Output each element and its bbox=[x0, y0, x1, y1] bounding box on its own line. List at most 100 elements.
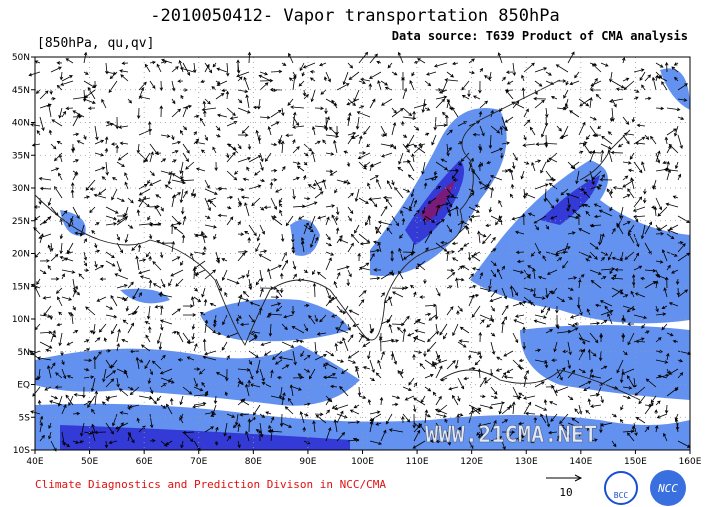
arrow bbox=[677, 116, 685, 120]
arrow bbox=[578, 121, 586, 136]
arrow bbox=[322, 179, 327, 190]
arrow bbox=[512, 434, 525, 442]
arrow bbox=[540, 413, 547, 424]
arrow bbox=[662, 160, 668, 165]
arrow bbox=[622, 305, 636, 311]
arrow bbox=[629, 152, 635, 160]
arrow bbox=[446, 250, 450, 262]
arrow bbox=[303, 323, 309, 332]
arrow bbox=[160, 206, 164, 212]
arrow bbox=[518, 366, 525, 371]
arrow bbox=[308, 368, 316, 380]
arrow bbox=[488, 206, 493, 213]
arrow bbox=[120, 74, 129, 82]
arrow bbox=[278, 197, 283, 204]
arrow bbox=[574, 408, 580, 415]
arrow bbox=[116, 215, 129, 223]
arrow bbox=[597, 125, 602, 130]
footer: Climate Diagnostics and Prediction Divis… bbox=[35, 478, 386, 491]
arrow bbox=[325, 134, 340, 138]
arrow bbox=[212, 62, 217, 68]
arrow bbox=[640, 224, 646, 240]
arrow bbox=[292, 161, 301, 165]
arrow bbox=[292, 111, 297, 127]
arrow bbox=[47, 197, 52, 207]
arrow bbox=[179, 161, 184, 175]
arrow bbox=[409, 284, 415, 289]
arrow bbox=[479, 233, 487, 238]
arrow bbox=[137, 244, 142, 253]
arrow bbox=[237, 440, 241, 449]
arrow bbox=[440, 377, 448, 382]
arrow bbox=[446, 188, 455, 198]
arrow bbox=[589, 321, 601, 326]
arrow bbox=[171, 108, 181, 118]
arrow bbox=[622, 116, 630, 125]
arrow bbox=[138, 188, 151, 196]
arrow bbox=[600, 395, 604, 404]
arrow bbox=[319, 314, 327, 323]
arrow bbox=[234, 170, 239, 175]
arrow bbox=[655, 74, 659, 82]
arrow bbox=[289, 384, 294, 397]
arrow bbox=[550, 95, 558, 100]
arrow bbox=[109, 71, 118, 80]
arrow bbox=[522, 188, 527, 199]
arrow bbox=[93, 193, 107, 199]
arrow bbox=[668, 368, 679, 375]
arrow bbox=[39, 330, 53, 335]
arrow bbox=[499, 126, 503, 136]
x-tick-label: 110E bbox=[406, 457, 429, 467]
arrow bbox=[336, 340, 344, 345]
arrow bbox=[347, 350, 360, 359]
arrow bbox=[61, 359, 65, 366]
arrow bbox=[516, 259, 525, 264]
arrow bbox=[666, 233, 675, 240]
arrow bbox=[288, 77, 294, 82]
arrow bbox=[320, 89, 327, 95]
arrow bbox=[589, 96, 593, 109]
arrow bbox=[490, 248, 497, 253]
arrow bbox=[319, 62, 327, 67]
arrow bbox=[101, 176, 107, 181]
arrow bbox=[622, 294, 629, 298]
arrow bbox=[369, 420, 374, 433]
arrow bbox=[252, 105, 261, 110]
arrow bbox=[600, 62, 609, 67]
arrow bbox=[38, 176, 52, 181]
arrow bbox=[214, 440, 219, 446]
arrow bbox=[72, 287, 81, 296]
arrow bbox=[401, 120, 405, 127]
arrow bbox=[369, 53, 378, 64]
arrow bbox=[631, 425, 636, 433]
arrow bbox=[171, 240, 175, 253]
arrow bbox=[314, 140, 321, 145]
subtitle: [850hPa, qu,qv] bbox=[37, 36, 154, 51]
arrow bbox=[550, 413, 558, 422]
arrow bbox=[94, 166, 106, 172]
arrow bbox=[380, 338, 395, 343]
arrow bbox=[98, 188, 107, 195]
arrow bbox=[451, 170, 459, 180]
arrow bbox=[193, 343, 198, 352]
arrow bbox=[350, 233, 360, 244]
arrow bbox=[307, 184, 316, 190]
arrow bbox=[240, 399, 250, 406]
arrow bbox=[507, 431, 514, 440]
arrow bbox=[221, 341, 228, 351]
source: Data source: T639 Product of CMA analysi… bbox=[392, 29, 688, 43]
arrow bbox=[476, 431, 481, 436]
arrow bbox=[611, 80, 625, 89]
arrow bbox=[259, 224, 265, 235]
arrow bbox=[627, 168, 635, 173]
arrow bbox=[541, 125, 547, 138]
arrow bbox=[596, 186, 602, 191]
arrow bbox=[148, 233, 153, 240]
arrow bbox=[259, 249, 268, 254]
arrow bbox=[675, 278, 680, 286]
arrow bbox=[281, 259, 288, 271]
arrow bbox=[452, 394, 459, 406]
arrow bbox=[356, 111, 371, 118]
arrow bbox=[451, 257, 459, 262]
arrow bbox=[347, 134, 354, 145]
